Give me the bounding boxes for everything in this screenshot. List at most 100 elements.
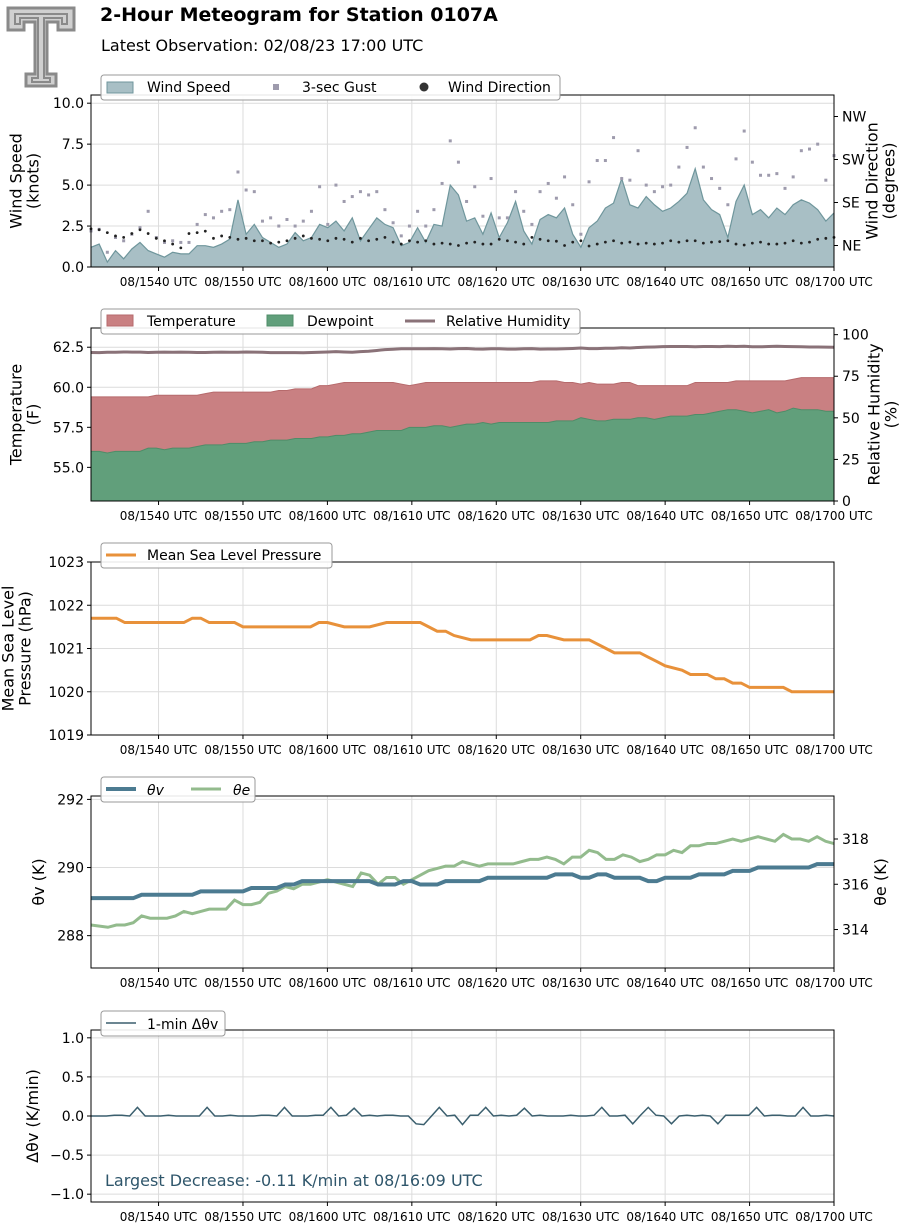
gust-point — [685, 145, 689, 149]
gust-point — [530, 222, 534, 226]
legend-swatch-gust — [273, 84, 279, 90]
gust-point — [750, 160, 754, 164]
temp-xtick-label: 08/1630 UTC — [542, 509, 619, 523]
temp-ytick-label: 55.0 — [53, 460, 84, 476]
theta-v-line — [91, 862, 834, 901]
gust-point — [350, 195, 354, 199]
gust-point — [269, 216, 273, 220]
gust-point — [759, 173, 763, 177]
relative-humidity-line — [90, 344, 835, 355]
direction-point — [383, 235, 387, 239]
direction-point — [579, 239, 583, 243]
direction-point — [440, 241, 444, 245]
pressure-ylabel: Mean Sea Level — [0, 586, 18, 712]
temp-ylabel: Temperature — [7, 364, 26, 466]
temp-y2tick-label: 100 — [842, 328, 869, 344]
temp-ylabel-right: Relative Humidity — [865, 343, 884, 485]
temp-ytick-label: 57.5 — [53, 420, 84, 436]
gust-point — [456, 160, 460, 164]
dtheta-ytick-label: −0.5 — [50, 1148, 84, 1164]
wind-xtick-label: 08/1620 UTC — [458, 275, 535, 289]
direction-point — [187, 232, 191, 235]
gust-point — [334, 183, 338, 187]
pressure-xtick-label: 08/1630 UTC — [542, 743, 619, 757]
direction-point — [195, 231, 199, 235]
direction-point — [693, 239, 697, 243]
gust-point — [693, 126, 697, 130]
direction-point — [652, 242, 656, 246]
temp-ytick-label: 60.0 — [53, 380, 84, 396]
direction-point — [203, 229, 207, 233]
wind-ylabel: Wind Speed — [7, 133, 26, 228]
dtheta-xtick-label: 08/1610 UTC — [373, 1210, 450, 1224]
direction-point — [595, 242, 599, 246]
direction-point — [571, 240, 575, 244]
legend-label-gust: 3-sec Gust — [302, 80, 377, 96]
direction-point — [563, 244, 566, 247]
gust-point — [701, 165, 705, 169]
pressure-ytick-label: 1020 — [48, 685, 84, 701]
direction-point — [661, 241, 664, 245]
direction-point — [130, 232, 134, 235]
gust-point — [546, 181, 550, 185]
gust-point — [661, 185, 665, 189]
gust-point — [465, 199, 469, 203]
direction-point — [522, 242, 526, 246]
gust-point — [399, 234, 403, 238]
direction-point — [554, 239, 558, 243]
gust-point — [122, 239, 126, 243]
gust-point — [571, 203, 575, 207]
dtheta-xtick-label: 08/1630 UTC — [542, 1210, 619, 1224]
theta-legend — [100, 776, 256, 803]
gust-point — [318, 185, 322, 189]
wind-y2tick-label: SW — [842, 153, 865, 169]
theta-ylabel: θv (K) — [29, 858, 48, 905]
direction-point — [710, 240, 713, 244]
direction-point — [350, 240, 354, 244]
direction-point — [718, 240, 722, 244]
direction-point — [489, 242, 493, 246]
dtheta-xtick-label: 08/1550 UTC — [204, 1210, 281, 1224]
direction-point — [799, 241, 803, 245]
pressure-xtick-label: 08/1600 UTC — [289, 743, 366, 757]
gust-point — [244, 188, 248, 192]
direction-point — [546, 239, 550, 243]
dtheta-ytick-label: 0.0 — [62, 1109, 84, 1125]
gust-point — [505, 216, 509, 220]
gust-point — [824, 178, 828, 182]
theta-ytick-label: 292 — [57, 792, 84, 808]
gust-point — [612, 136, 616, 140]
gust-point — [522, 209, 526, 213]
direction-point — [408, 239, 411, 243]
direction-point — [318, 237, 322, 241]
legend-label-temperature: Temperature — [146, 314, 236, 330]
direction-point — [424, 239, 428, 243]
dtheta-xtick-label: 08/1540 UTC — [120, 1210, 197, 1224]
direction-point — [701, 241, 705, 245]
direction-point — [530, 235, 534, 239]
direction-point — [448, 242, 452, 246]
latest-observation: Latest Observation: 02/08/23 17:00 UTC — [101, 36, 424, 55]
pressure-xtick-label: 08/1650 UTC — [711, 743, 788, 757]
direction-point — [114, 234, 117, 238]
gust-point — [742, 129, 746, 133]
dtheta-xtick-label: 08/1650 UTC — [711, 1210, 788, 1224]
wind-ylabel-right: (degrees) — [880, 143, 899, 220]
gust-point — [236, 170, 240, 174]
pressure-ytick-label: 1019 — [48, 728, 84, 744]
legend-label-direction: Wind Direction — [448, 80, 551, 96]
gust-point — [383, 208, 387, 212]
theta-xtick-label: 08/1620 UTC — [458, 976, 535, 990]
gust-point — [816, 142, 820, 146]
gust-point — [710, 177, 714, 181]
direction-point — [465, 241, 468, 245]
pressure-panel — [91, 561, 835, 736]
direction-point — [212, 236, 215, 240]
direction-point — [269, 241, 273, 245]
direction-point — [620, 241, 624, 245]
direction-point — [293, 236, 297, 240]
gust-point — [367, 193, 371, 197]
direction-point — [236, 237, 240, 241]
direction-point — [146, 232, 150, 235]
